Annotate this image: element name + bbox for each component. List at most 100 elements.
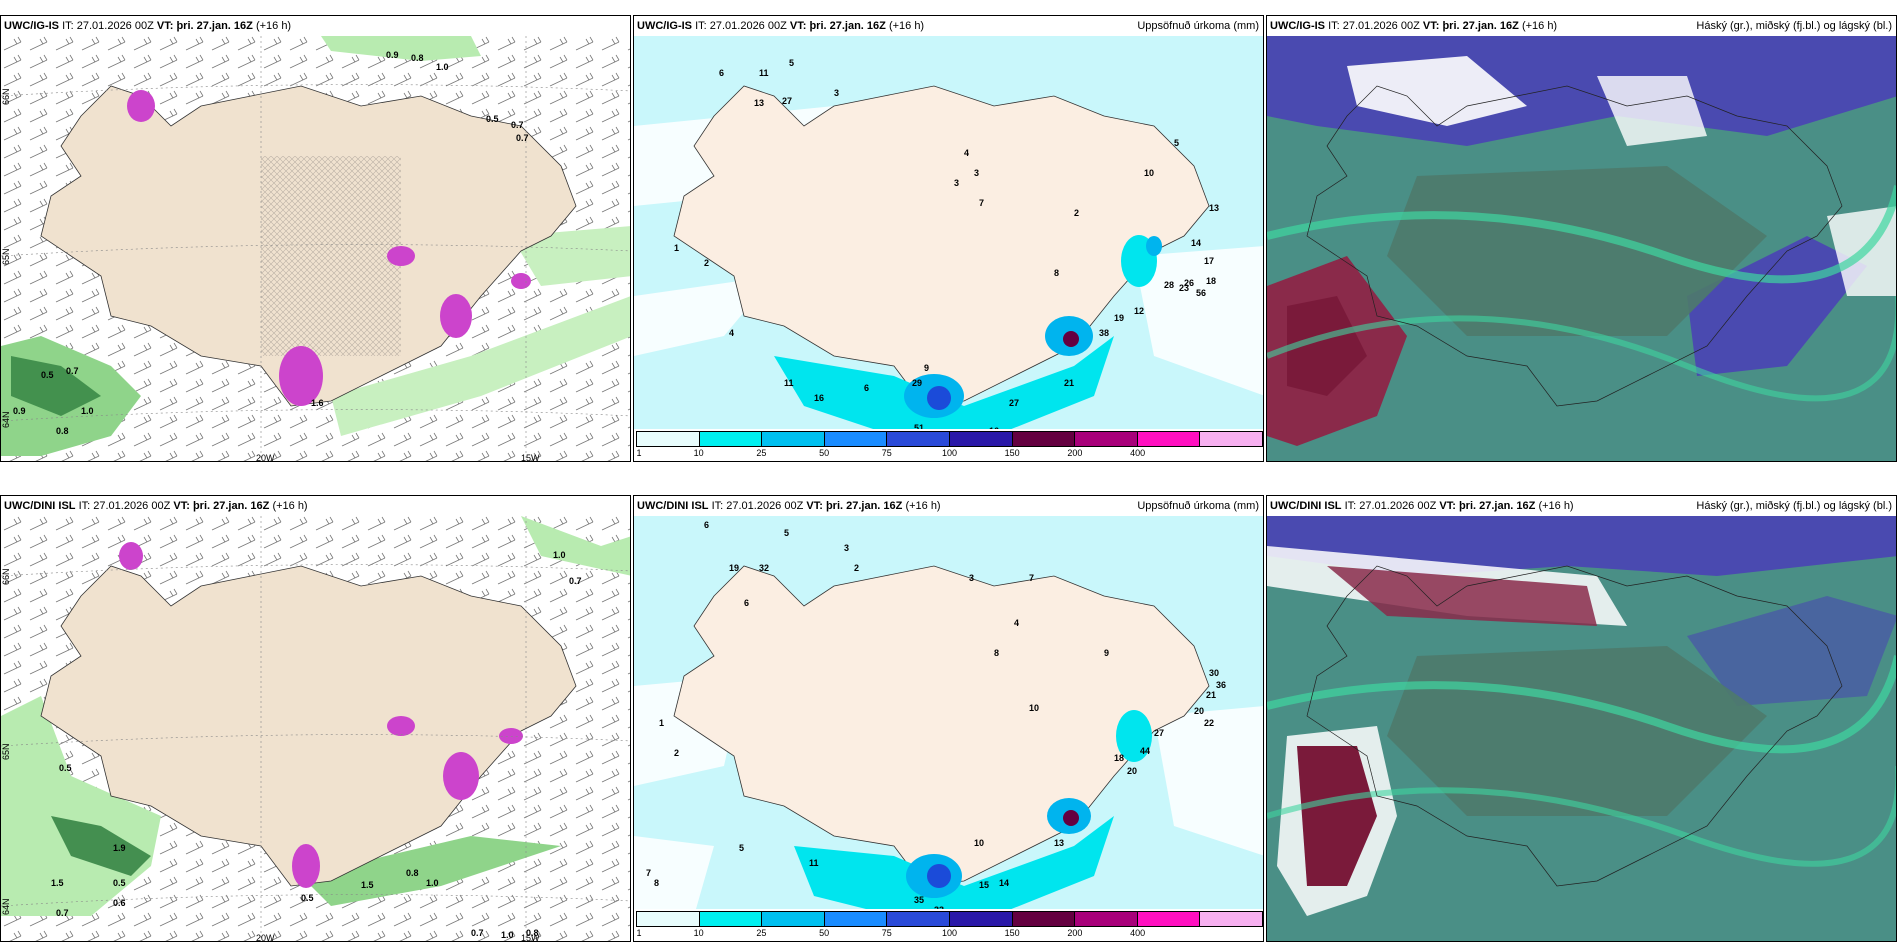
value-label: 0.9: [386, 50, 399, 60]
value-label: 9: [1104, 648, 1109, 658]
value-label: 17: [1204, 256, 1214, 266]
value-label: 27: [782, 96, 792, 106]
legend-ticks: 1 10 25 50 75 100 150 200 400: [636, 928, 1263, 940]
map-svg: 20W 15W 66N 65N 64N 1.0 0.7 0.5 1.9 1.5 …: [1, 516, 630, 942]
map-wind-icing: 20W 15W 66N 65N 64N 0.9 0.8 1.0 0.5 0.7 …: [1, 36, 630, 462]
value-label: 13: [1209, 203, 1219, 213]
model-name: UWC/DINI ISL: [4, 500, 76, 512]
value-label: 27: [1154, 728, 1164, 738]
value-label: 14: [999, 878, 1009, 888]
lead-time: (+16 h): [1538, 500, 1574, 512]
value-label: 44: [1140, 746, 1150, 756]
map-clouds: [1267, 36, 1896, 461]
value-label: 14: [1191, 238, 1201, 248]
value-label: 35: [914, 895, 924, 905]
it-label: IT:: [1328, 20, 1340, 32]
map-svg: 6 5 3 19 32 6 2 3 7 4 8 10 9 30 36 21 20…: [634, 516, 1263, 941]
value-label: 18: [1114, 753, 1124, 763]
vt-value: þri. 27.jan. 16Z: [1442, 20, 1519, 32]
value-label: 20: [1194, 706, 1204, 716]
value-label: 0.5: [59, 763, 72, 773]
value-label: 23: [1179, 283, 1189, 293]
value-label: 0.7: [66, 366, 79, 376]
map-svg: 6 5 3 11 13 27 4 3 3 7 2 8 5 10 13 14 17…: [634, 36, 1263, 461]
legend-tick: 75: [881, 928, 892, 938]
legend-swatch: [637, 912, 700, 926]
value-label: 7: [979, 198, 984, 208]
value-label: 0.8: [406, 868, 419, 878]
value-label: 15: [979, 880, 989, 890]
map-wind-icing: 20W 15W 66N 65N 64N 1.0 0.7 0.5 1.9 1.5 …: [1, 516, 630, 942]
legend-tick: 75: [881, 448, 892, 458]
legend-swatch: [699, 912, 763, 926]
value-label: 7: [646, 868, 651, 878]
value-label: 8: [994, 648, 999, 658]
value-label: 4: [1014, 618, 1019, 628]
legend-tick: 1: [636, 448, 642, 458]
value-label: 51: [914, 423, 924, 433]
legend-tick: 400: [1130, 448, 1146, 458]
precip-legend: 1 10 25 50 75 100 150 200 400: [634, 909, 1263, 941]
model-name: UWC/DINI ISL: [1270, 500, 1342, 512]
map-svg: [1267, 516, 1896, 941]
iceland-landmass: [40, 565, 577, 887]
panel-bottom-middle: UWC/DINI ISL IT: 27.01.2026 00Z VT: þri.…: [633, 495, 1264, 942]
lat-label-66n: 66N: [1, 88, 11, 105]
panel-header: UWC/IG-IS IT: 27.01.2026 00Z VT: þri. 27…: [1267, 16, 1896, 36]
value-label: 0.7: [569, 576, 582, 586]
value-label: 38: [1099, 328, 1109, 338]
value-label: 0.7: [56, 908, 69, 918]
legend-swatch: [637, 432, 700, 446]
value-label: 9: [924, 363, 929, 373]
legend-swatch: [1075, 432, 1138, 446]
panel-bottom-right: UWC/DINI ISL IT: 27.01.2026 00Z VT: þri.…: [1266, 495, 1897, 942]
panel-title: Háský (gr.), miðský (fj.bl.) og lágský (…: [1696, 20, 1892, 32]
value-label: 0.8: [411, 53, 424, 63]
map-svg: 20W 15W 66N 65N 64N 0.9 0.8 1.0 0.5 0.7 …: [1, 36, 630, 462]
vt-value: þri. 27.jan. 16Z: [825, 500, 903, 512]
map-svg: [1267, 36, 1896, 461]
legend-swatch: [824, 912, 888, 926]
legend-tick: 25: [756, 448, 767, 458]
legend-tick: 200: [1067, 928, 1083, 938]
panel-header: UWC/IG-IS IT: 27.01.2026 00Z VT: þri. 27…: [1, 16, 630, 36]
legend-swatch: [949, 432, 1013, 446]
vt-label: VT:: [806, 500, 823, 512]
precip-legend: 1 10 25 50 75 100 150 200 400: [634, 429, 1263, 461]
legend-tick: 1: [636, 928, 642, 938]
lon-label-20w: 20W: [256, 933, 275, 942]
legend-tick: 150: [1004, 928, 1020, 938]
lon-label-20w: 20W: [256, 453, 275, 462]
value-label: 6: [864, 383, 869, 393]
value-label: 2: [674, 748, 679, 758]
value-label: 1.0: [426, 878, 439, 888]
value-label: 1: [659, 718, 664, 728]
it-value: 27.01.2026 00Z: [93, 500, 171, 512]
value-label: 0.5: [113, 878, 126, 888]
value-label: 4: [964, 148, 969, 158]
vt-value: þri. 27.jan. 16Z: [1458, 500, 1536, 512]
value-label: 0.6: [113, 898, 126, 908]
map-precipitation: 6 5 3 11 13 27 4 3 3 7 2 8 5 10 13 14 17…: [634, 36, 1263, 461]
value-label: 18: [1206, 276, 1216, 286]
lon-label-15w: 15W: [521, 933, 540, 942]
value-label: 29: [912, 378, 922, 388]
value-label: 5: [784, 528, 789, 538]
value-label: 22: [1204, 718, 1214, 728]
value-label: 1.9: [113, 843, 126, 853]
it-value: 27.01.2026 00Z: [726, 500, 804, 512]
lead-time: (+16 h): [905, 500, 941, 512]
model-name: UWC/DINI ISL: [637, 500, 709, 512]
it-value: 27.01.2026 00Z: [709, 20, 787, 32]
it-label: IT:: [711, 500, 724, 512]
legend-tick: 25: [756, 928, 767, 938]
lat-label-65n: 65N: [1, 248, 11, 265]
value-label: 8: [1054, 268, 1059, 278]
value-label: 21: [1064, 378, 1074, 388]
legend-tick: 150: [1004, 448, 1020, 458]
value-label: 28: [1164, 280, 1174, 290]
value-label: 13: [754, 98, 764, 108]
value-label: 36: [1216, 680, 1226, 690]
legend-swatch: [824, 432, 888, 446]
vt-label: VT:: [173, 500, 190, 512]
